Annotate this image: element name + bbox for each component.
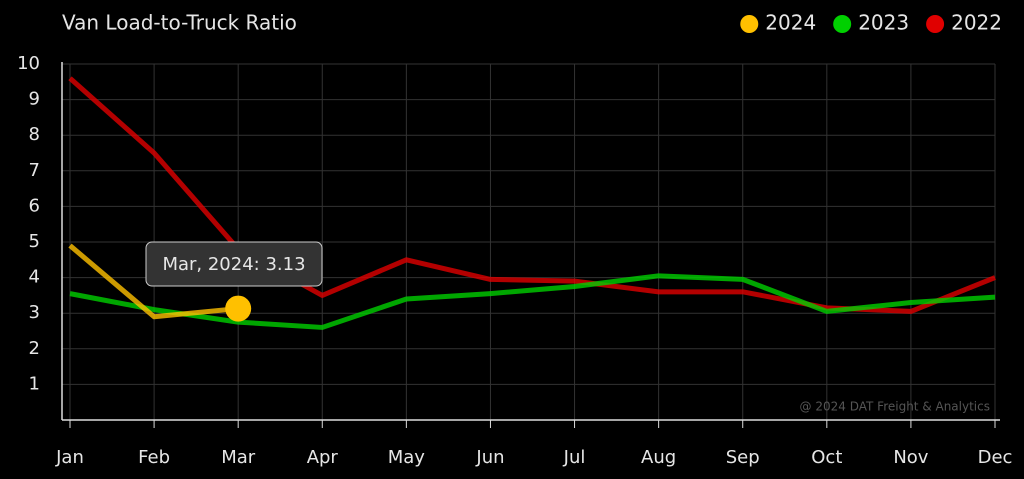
x-tick-label: Dec (978, 447, 1013, 468)
tooltip-text: Mar, 2024: 3.13 (162, 254, 305, 275)
watermark: @ 2024 DAT Freight & Analytics (800, 400, 990, 414)
y-tick-label: 8 (29, 124, 40, 145)
x-tick-label: Apr (307, 447, 339, 468)
legend-label: 2024 (765, 11, 816, 35)
legend-marker (740, 15, 759, 33)
y-tick-label: 3 (29, 302, 40, 323)
x-tick-label: Nov (893, 447, 928, 468)
y-tick-label: 9 (29, 89, 40, 110)
y-tick-label: 6 (29, 195, 40, 216)
x-tick-label: Jan (55, 447, 84, 468)
legend-label: 2022 (951, 11, 1002, 35)
x-tick-label: May (388, 447, 426, 468)
x-tick-label: Feb (138, 447, 170, 468)
grid (62, 63, 996, 420)
x-tick-label: Sep (726, 447, 760, 468)
x-tick-label: Mar (221, 447, 256, 468)
tooltip-box (145, 241, 323, 287)
y-tick-label: 2 (29, 338, 40, 359)
lines (68, 76, 996, 330)
x-tick-label: Jul (563, 447, 586, 468)
y-tick-label: 7 (29, 160, 40, 181)
series-line (68, 243, 239, 320)
legend-marker (926, 15, 945, 33)
x-tick-label: Aug (641, 447, 676, 468)
x-tick-label: Oct (811, 447, 842, 468)
y-tick-label: 10 (17, 53, 40, 74)
legend-marker (833, 15, 852, 33)
y-tick-label: 1 (29, 373, 40, 394)
legend-label: 2023 (858, 11, 909, 35)
highlight-point (225, 295, 252, 322)
chart-title: Van Load-to-Truck Ratio (62, 11, 297, 35)
series-line (69, 273, 996, 330)
y-tick-label: 4 (29, 267, 40, 288)
x-tick-label: Jun (475, 447, 504, 468)
y-tick-label: 5 (29, 231, 40, 252)
